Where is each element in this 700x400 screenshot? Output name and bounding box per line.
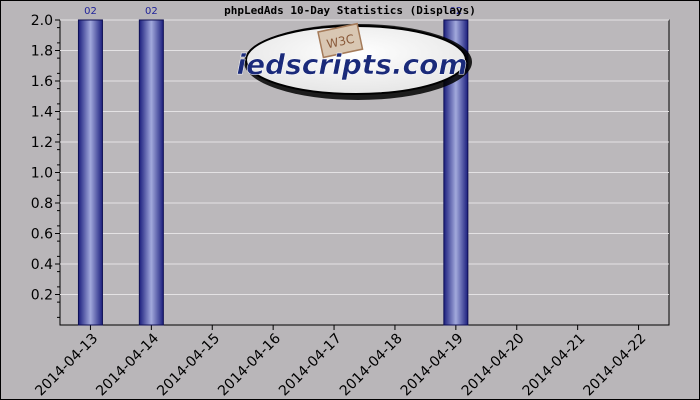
y-tick-label: 2.0 xyxy=(31,13,53,29)
y-tick-label: 0.8 xyxy=(31,196,53,212)
bar-data-label: 02 xyxy=(449,6,462,17)
bar xyxy=(77,19,103,326)
w3c-badge-icon: W3C xyxy=(317,22,364,59)
y-tick-label: 0.2 xyxy=(31,288,53,304)
chart-title: phpLedAds 10-Day Statistics (Displays) xyxy=(224,4,476,17)
y-axis: 2.0 1.8 1.6 1.4 1.2 1.0 0.8 0.6 0.4 0.2 xyxy=(31,13,60,318)
watermark-text: iedscripts.com xyxy=(236,48,467,81)
y-tick-label: 0.4 xyxy=(31,257,53,273)
y-tick-label: 1.8 xyxy=(31,44,53,60)
y-tick-label: 1.4 xyxy=(31,105,53,121)
y-tick-label: 0.6 xyxy=(31,227,53,243)
y-tick-label: 1.2 xyxy=(31,135,53,151)
y-tick-label: 1.0 xyxy=(31,166,53,182)
bar-data-labels: 02 02 02 xyxy=(84,6,462,17)
bar-data-label: 02 xyxy=(84,6,97,17)
y-tick-label: 1.6 xyxy=(31,74,53,90)
bar-data-label: 02 xyxy=(145,6,158,17)
bar xyxy=(138,19,164,326)
w3c-badge-text: W3C xyxy=(325,32,355,51)
iedscripts-logo: W3C iedscripts.com xyxy=(236,22,472,100)
